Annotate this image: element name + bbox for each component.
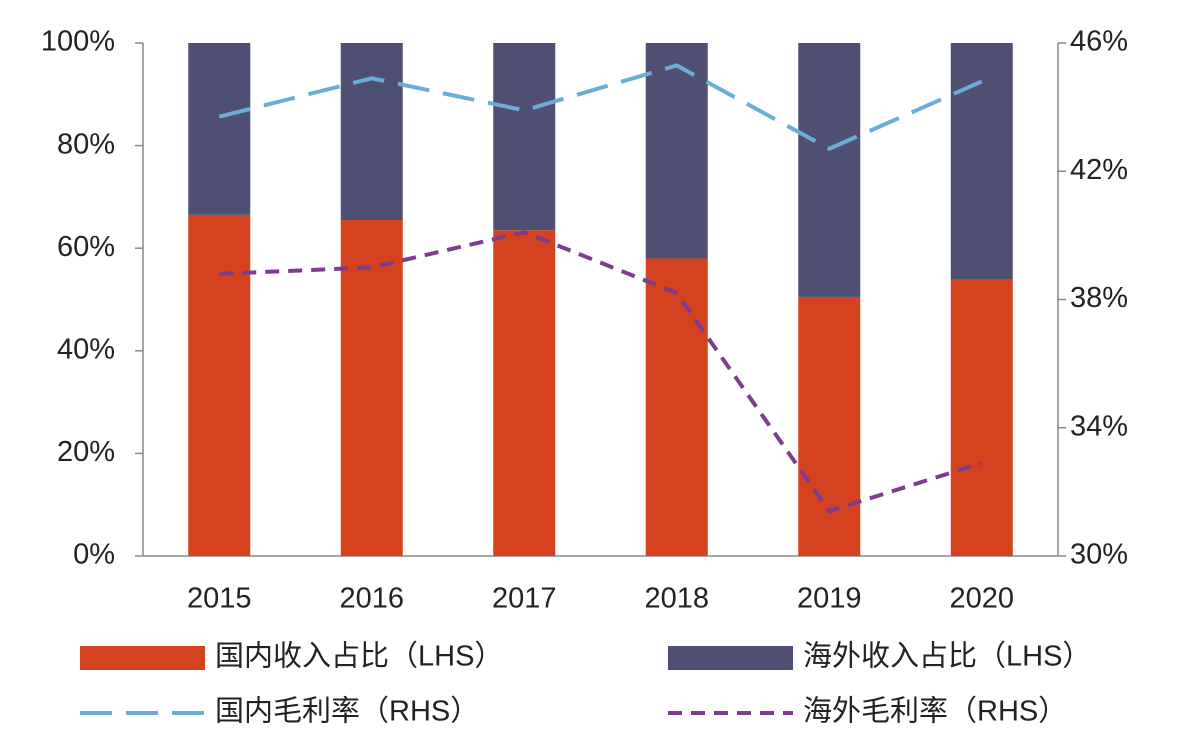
legend-label: 国内毛利率（RHS） [215,695,479,728]
y-tick-label: 60% [57,231,115,263]
bar [188,214,251,557]
line [219,230,983,514]
y2-tick-label: 46% [1070,26,1128,58]
x-tick-label: 2017 [492,583,557,615]
y-tick-label: 0% [73,539,115,571]
bar [188,43,251,215]
y2-tick-label: 30% [1070,539,1128,571]
bar [340,43,403,220]
x-tick-label: 2019 [797,583,862,615]
bar [798,296,861,556]
bar [950,43,1013,279]
bar [493,230,556,556]
x-tick-label: 2018 [644,583,709,615]
x-tick-label: 2016 [339,583,404,615]
y-tick-label: 80% [57,128,115,160]
legend-label: 海外毛利率（RHS） [803,695,1067,728]
y2-tick-label: 38% [1070,282,1128,314]
line [218,63,983,152]
y-tick-label: 20% [57,436,115,468]
y2-tick-label: 42% [1070,154,1128,186]
x-tick-label: 2015 [187,583,252,615]
legend-swatch [668,646,793,670]
y-tick-label: 40% [57,333,115,365]
legend-swatch [80,646,205,670]
bar [950,278,1013,556]
y2-tick-label: 34% [1070,410,1128,442]
y-tick-label: 100% [41,26,115,58]
x-tick-label: 2020 [949,583,1014,615]
bar [645,43,708,259]
bar [493,43,556,231]
legend-label: 国内收入占比（LHS） [215,640,503,673]
bar [340,219,403,557]
bar [798,43,861,297]
bar [645,258,708,556]
legend-label: 海外收入占比（LHS） [803,640,1091,673]
